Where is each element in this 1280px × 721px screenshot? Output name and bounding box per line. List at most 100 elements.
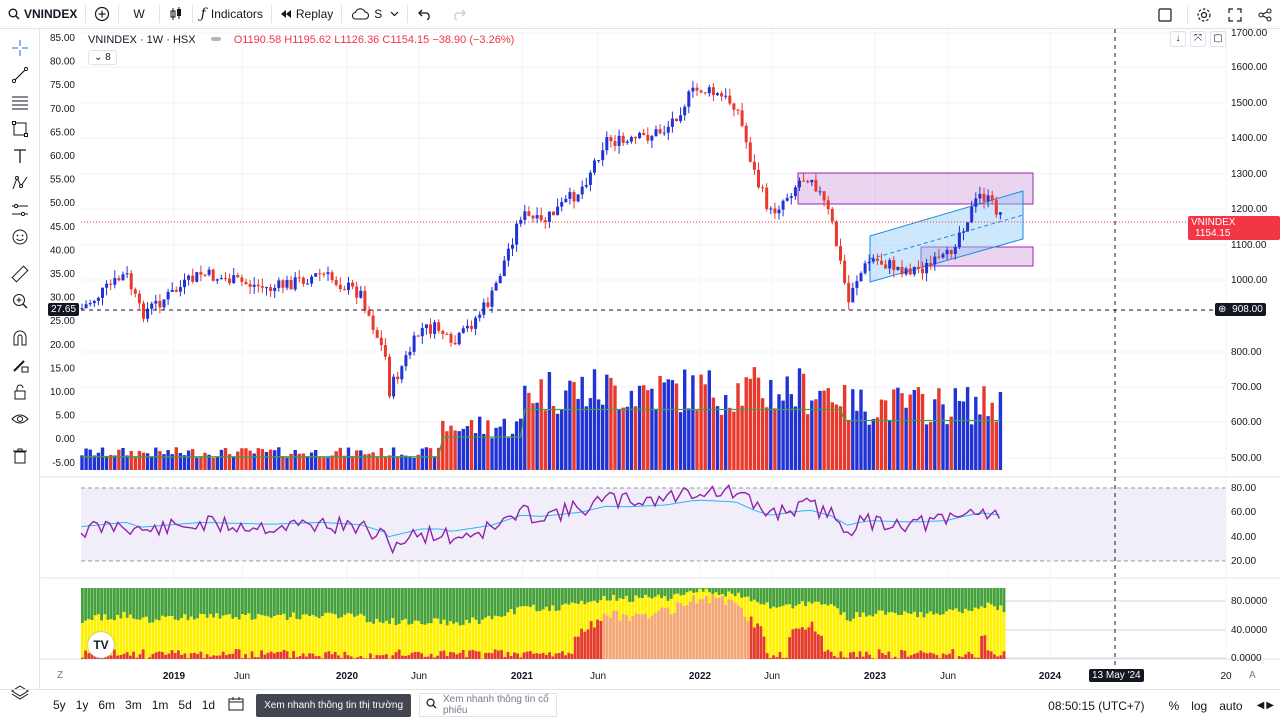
breadth-up-bar [727, 588, 730, 591]
indicators-button[interactable]: ƒ Indicators [193, 0, 271, 29]
left-axis-label: 15.00 [50, 363, 75, 374]
range-6m[interactable]: 6m [93, 698, 120, 712]
tradingview-logo[interactable]: TV [88, 632, 114, 658]
breadth-down-bar [225, 655, 228, 659]
remove-drawings-tool[interactable] [9, 447, 31, 469]
range-3m[interactable]: 3m [120, 698, 147, 712]
interval-button[interactable]: W [119, 0, 158, 29]
candle-body [999, 212, 1002, 214]
breadth-down-bar [756, 623, 759, 659]
goto-date-button[interactable] [228, 697, 244, 714]
text-tool[interactable] [9, 147, 31, 169]
shape-tool[interactable] [9, 120, 31, 142]
chart-type-button[interactable] [160, 0, 192, 29]
clock[interactable]: 08:50:15 (UTC+7) [1048, 699, 1144, 713]
breadth-down-bar [203, 658, 206, 659]
collapse-pane-button[interactable]: ⤧ [1190, 31, 1206, 47]
chevron-right-icon[interactable]: ▶ [1266, 700, 1274, 711]
prediction-tool[interactable] [9, 201, 31, 223]
hide-drawings-tool[interactable] [9, 410, 31, 432]
fib-tool[interactable] [9, 93, 31, 115]
volume-bar [913, 390, 916, 470]
range-1y[interactable]: 1y [71, 698, 94, 712]
breadth-up-bar [183, 588, 186, 614]
keep-drawing-tool[interactable] [9, 356, 31, 378]
zoom-tool[interactable] [9, 292, 31, 314]
lock-drawings-tool[interactable] [9, 383, 31, 405]
breadth-up-bar [177, 588, 180, 620]
volume-bar [433, 457, 436, 470]
breadth-down-bar [302, 653, 305, 659]
breadth-down-bar [366, 658, 369, 659]
breadth-down-bar [807, 627, 810, 659]
percent-scale-toggle[interactable]: % [1169, 699, 1180, 713]
stock-search-field[interactable]: Xem nhanh thông tin cổ phiếu [419, 693, 557, 717]
legend-collapse-button[interactable]: ⌄ 8 [88, 50, 117, 65]
bottom-axis-label: 80.0000 [1231, 596, 1268, 607]
breadth-up-bar [932, 588, 935, 615]
candle-body [568, 192, 571, 199]
measure-tool[interactable] [9, 265, 31, 287]
move-down-button[interactable]: ↓ [1170, 31, 1186, 47]
candle-body [622, 136, 625, 143]
fullscreen-button[interactable] [1220, 0, 1250, 29]
log-scale-toggle[interactable]: log [1191, 699, 1207, 713]
breadth-up-bar [484, 588, 487, 618]
breadth-down-bar [126, 652, 129, 659]
compare-symbol-button[interactable] [86, 0, 118, 29]
candle-body [626, 142, 629, 143]
plus-circle-icon[interactable]: ⊕ [1218, 304, 1226, 315]
timezone-button[interactable]: Z [57, 670, 63, 681]
breadth-down-bar [478, 652, 481, 659]
volume-bar [630, 391, 633, 470]
auto-scale-toggle[interactable]: auto [1219, 699, 1242, 713]
auto-scale-button[interactable]: A [1249, 670, 1256, 681]
symbol-search-button[interactable]: VNINDEX [0, 0, 85, 29]
icon-tool[interactable] [9, 228, 31, 250]
share-button[interactable] [1250, 0, 1280, 29]
bottom-toolbar: 5y 1y 6m 3m 1m 5d 1d Xem nhanh thông tin… [0, 689, 1280, 720]
market-news-button[interactable]: Xem nhanh thông tin thị trường [256, 694, 411, 717]
layout-button[interactable] [1143, 0, 1187, 29]
date-range-list: 5y 1y 6m 3m 1m 5d 1d [48, 698, 220, 712]
undo-button[interactable] [408, 0, 442, 29]
breadth-up-bar [327, 588, 330, 613]
rsi-axis-label: 20.00 [1231, 556, 1256, 567]
breadth-down-bar [219, 655, 222, 659]
breadth-down-bar [750, 617, 753, 659]
candle-body [593, 160, 596, 172]
range-1m[interactable]: 1m [147, 698, 174, 712]
volume-bar [880, 400, 883, 470]
magnet-tool[interactable] [9, 329, 31, 351]
volume-bar [921, 394, 924, 470]
breadth-up-bar [699, 588, 702, 589]
trend-line-tool[interactable] [9, 66, 31, 88]
cloud-layout-button[interactable]: S [342, 0, 407, 29]
redo-button[interactable] [442, 0, 476, 29]
settings-button[interactable] [1188, 0, 1220, 29]
crosshair-tool[interactable] [9, 39, 31, 61]
candle-body [462, 328, 465, 333]
candle-body [486, 302, 489, 306]
breadth-down-bar [257, 657, 260, 659]
chart-canvas[interactable]: 1700.001600.001500.001400.001300.001200.… [41, 29, 1280, 689]
top-toolbar: VNINDEX W ƒ Indicators Replay S [0, 0, 1280, 29]
replay-button[interactable]: Replay [272, 0, 341, 29]
pattern-tool[interactable] [9, 174, 31, 196]
breadth-up-bar [363, 588, 366, 616]
range-5y[interactable]: 5y [48, 698, 71, 712]
breadth-down-bar [164, 655, 167, 659]
range-1d[interactable]: 1d [197, 698, 220, 712]
breadth-up-bar [215, 588, 218, 613]
left-axis-label: 20.00 [50, 340, 75, 351]
candle-body [835, 221, 838, 246]
breadth-up-bar [676, 588, 679, 593]
legend-menu-icon[interactable] [211, 37, 221, 41]
maximize-pane-button[interactable]: ▢ [1210, 31, 1226, 47]
chevron-left-icon[interactable]: ◀ [1257, 700, 1265, 711]
last-price-tag: VNINDEX 1154.15 [1188, 216, 1280, 240]
range-5d[interactable]: 5d [173, 698, 196, 712]
breadth-down-bar [158, 652, 161, 659]
breadth-down-bar [375, 655, 378, 659]
